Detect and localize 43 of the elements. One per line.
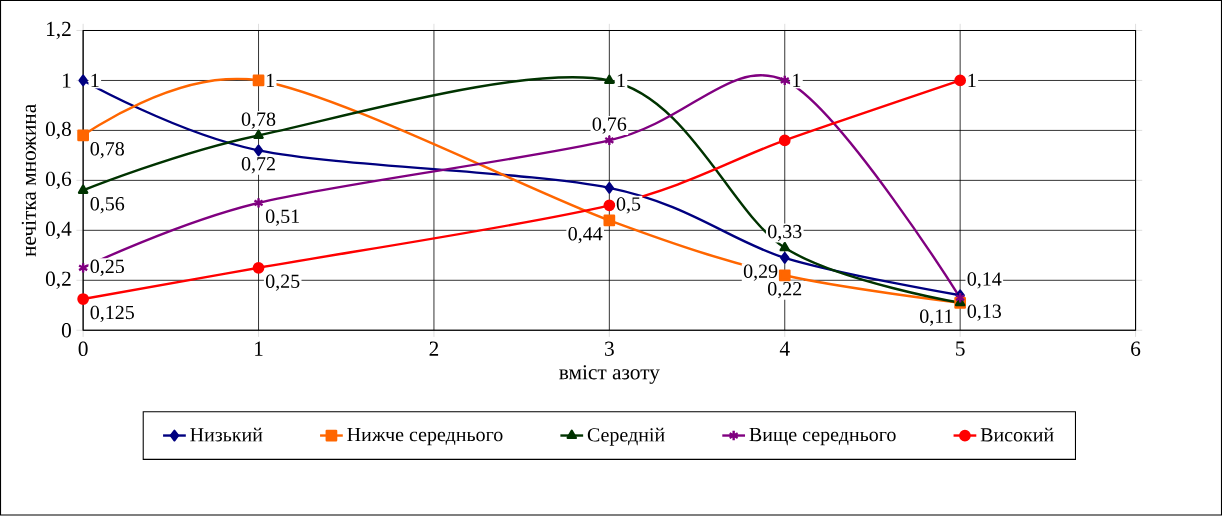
data-label: 1	[266, 74, 274, 88]
data-label: 0,78	[241, 112, 276, 129]
legend-label: Вище середнього	[749, 428, 896, 446]
y-tick-label: 1	[62, 73, 71, 88]
y-tick-label: 0,4	[45, 221, 72, 240]
data-label: 0,33	[768, 224, 802, 242]
legend-label: Високий	[980, 427, 1054, 442]
y-tick-label: 0,2	[45, 271, 71, 290]
data-label: 0,51	[265, 209, 299, 227]
y-axis-title: нечітка множина	[21, 104, 36, 257]
x-tick-label: 3	[605, 341, 614, 357]
data-label: 0,25	[265, 274, 300, 291]
data-label: 0,29	[743, 264, 778, 282]
x-tick-label: 5	[956, 341, 965, 356]
y-tick-label: 0	[61, 323, 71, 338]
x-tick-label: 6	[1131, 341, 1141, 357]
y-tick-label: 0,8	[45, 121, 71, 140]
data-label: 0,5	[616, 197, 641, 214]
x-axis-title: вміст азоту	[559, 365, 660, 385]
data-label: 0,56	[90, 197, 125, 214]
data-label: 0,11	[920, 309, 953, 326]
data-label: 1	[793, 74, 801, 88]
data-label: 0,14	[967, 272, 1002, 289]
data-label: 0,125	[90, 305, 134, 323]
data-label: 0,25	[90, 259, 124, 277]
data-label: 0,22	[768, 282, 802, 299]
legend-label: Середній	[587, 427, 665, 446]
y-tick-label: 0,6	[45, 171, 72, 190]
x-tick-label: 2	[429, 341, 439, 356]
data-label: 0,76	[592, 117, 627, 134]
x-tick-label: 4	[779, 341, 790, 356]
x-tick-label: 0	[78, 341, 88, 357]
data-label: 1	[968, 74, 976, 88]
data-label: 0,72	[241, 157, 275, 174]
legend-label: Низький	[190, 427, 263, 442]
data-label: 0,44	[568, 227, 603, 244]
data-label: 1	[617, 74, 625, 88]
y-tick-label: 1,2	[47, 22, 71, 40]
data-label: 0,13	[967, 304, 1002, 321]
data-label: 0,78	[90, 142, 125, 159]
x-tick-label: 1	[255, 341, 263, 356]
data-label: 1	[91, 74, 99, 88]
legend-label: Нижче середнього	[347, 428, 503, 446]
